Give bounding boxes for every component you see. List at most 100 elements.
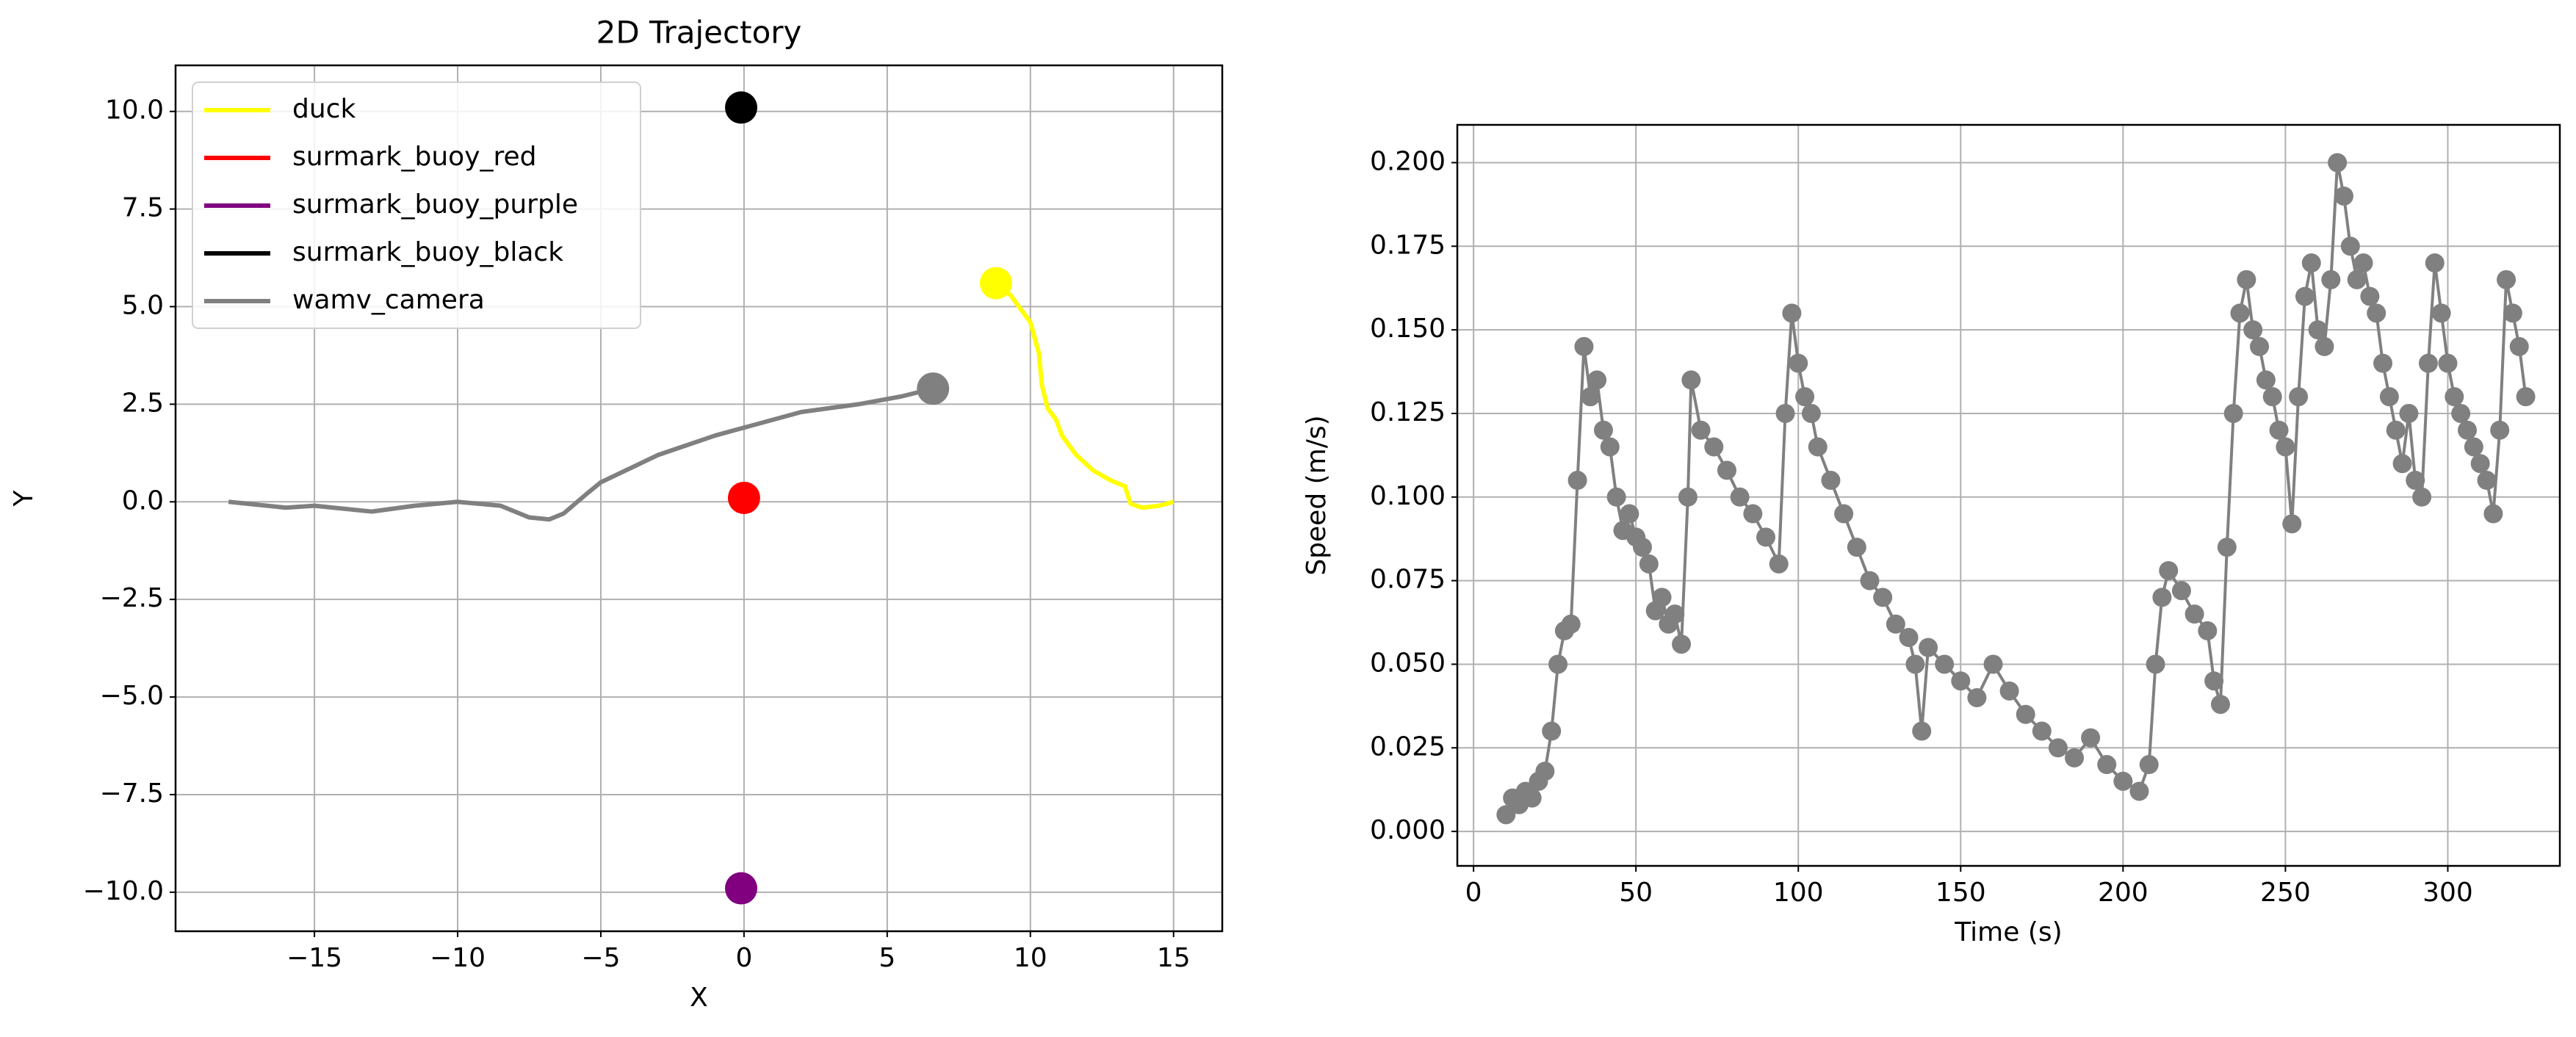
position-marker <box>725 872 758 905</box>
x-tick-label: 200 <box>2098 878 2149 908</box>
speed-point <box>1919 637 1938 657</box>
speed-point <box>1983 654 2003 674</box>
x-tick-label: 15 <box>1157 943 1191 973</box>
speed-point <box>2301 253 2321 273</box>
speed-point <box>2065 748 2085 767</box>
speed-point <box>2373 353 2393 373</box>
speed-point <box>1620 504 1639 524</box>
speed-point <box>2412 487 2432 507</box>
speed-point <box>2171 581 2191 601</box>
speed-point <box>2223 403 2243 423</box>
speed-point <box>2321 270 2341 289</box>
speed-point <box>1886 614 1905 634</box>
speed-point <box>2295 286 2315 306</box>
x-axis-label: X <box>690 983 708 1013</box>
speed-point <box>2250 336 2270 356</box>
y-tick-label: 0.100 <box>1370 481 1446 511</box>
y-tick-label: 0.0 <box>122 485 164 516</box>
speed-point <box>2016 704 2035 724</box>
speed-point <box>1951 671 1971 691</box>
x-tick-label: 150 <box>1935 878 1986 908</box>
y-axis-label: Y <box>9 490 39 507</box>
speed-point <box>2367 303 2386 323</box>
speed-point <box>1496 805 1516 825</box>
speed-point <box>1912 721 1932 741</box>
speed-point <box>2451 403 2471 423</box>
speed-point <box>2139 755 2159 775</box>
speed-point <box>2497 270 2517 289</box>
x-tick-label: −15 <box>286 943 342 973</box>
y-tick-label: 5.0 <box>122 291 164 321</box>
y-tick-label: 0.125 <box>1370 397 1446 427</box>
speed-point <box>2340 236 2360 256</box>
speed-point <box>1587 370 1607 390</box>
y-tick-label: 0.075 <box>1370 565 1446 595</box>
speed-point <box>1681 370 1701 390</box>
speed-point <box>2509 336 2529 356</box>
speed-point <box>1522 788 1542 808</box>
speed-point <box>1775 403 1795 423</box>
speed-point <box>2276 437 2295 457</box>
speed-point <box>2490 420 2510 440</box>
speed-point <box>1821 471 1841 491</box>
speed-point <box>2406 471 2425 491</box>
speed-point <box>2081 728 2101 748</box>
position-marker <box>917 372 950 405</box>
chart-title: 2D Trajectory <box>596 15 802 51</box>
legend-label: wamv_camera <box>292 285 485 315</box>
x-tick-label: −5 <box>581 943 620 973</box>
speed-point <box>1542 721 1562 741</box>
speed-point <box>1600 437 1620 457</box>
x-tick-label: 10 <box>1014 943 1047 973</box>
trajectory-line <box>228 386 934 522</box>
speed-point <box>2386 420 2406 440</box>
speed-point <box>2483 504 2503 524</box>
speed-point <box>2210 695 2230 715</box>
speed-point <box>1581 387 1601 407</box>
speed-point <box>1801 403 1821 423</box>
speed-point <box>1860 571 1880 590</box>
y-tick-label: 0.150 <box>1370 314 1446 344</box>
legend-label: duck <box>292 94 356 124</box>
speed-point <box>1548 654 1568 674</box>
speed-point <box>2360 286 2380 306</box>
speed-point <box>2315 336 2334 356</box>
speed-point <box>1535 762 1555 781</box>
legend-box <box>192 82 641 329</box>
speed-point <box>2399 403 2419 423</box>
x-tick-label: 250 <box>2260 878 2311 908</box>
speed-point <box>2464 437 2483 457</box>
speed-point <box>2308 320 2328 340</box>
speed-point <box>2230 303 2250 323</box>
axes-frame <box>174 64 1224 933</box>
speed-point <box>2204 671 2224 691</box>
speed-point <box>2431 303 2451 323</box>
speed-point <box>1808 437 1828 457</box>
speed-point <box>1567 471 1587 491</box>
speed-point <box>1935 654 1955 674</box>
legend-label: surmark_buoy_red <box>292 142 537 172</box>
speed-point <box>1847 538 1866 557</box>
speed-point <box>2262 387 2282 407</box>
speed-point <box>1873 588 1893 607</box>
speed-point <box>2269 420 2289 440</box>
speed-point <box>1717 460 1736 480</box>
position-marker <box>979 267 1012 300</box>
speed-point <box>2032 721 2052 741</box>
speed-point <box>2152 588 2172 607</box>
speed-point <box>2516 387 2536 407</box>
y-tick-label: 0.025 <box>1370 731 1446 762</box>
trajectory-line <box>995 281 1175 510</box>
speed-point <box>1769 554 1789 574</box>
x-tick-label: 50 <box>1619 878 1653 908</box>
y-tick-label: 0.175 <box>1370 230 1446 260</box>
x-axis-label: Time (s) <box>1954 917 2062 947</box>
speed-point <box>2113 771 2133 791</box>
speed-point <box>2445 387 2464 407</box>
speed-point <box>2438 353 2458 373</box>
speed-point <box>2217 538 2237 557</box>
speed-point <box>1789 353 1808 373</box>
speed-point <box>2503 303 2522 323</box>
speed-point <box>2334 186 2353 206</box>
